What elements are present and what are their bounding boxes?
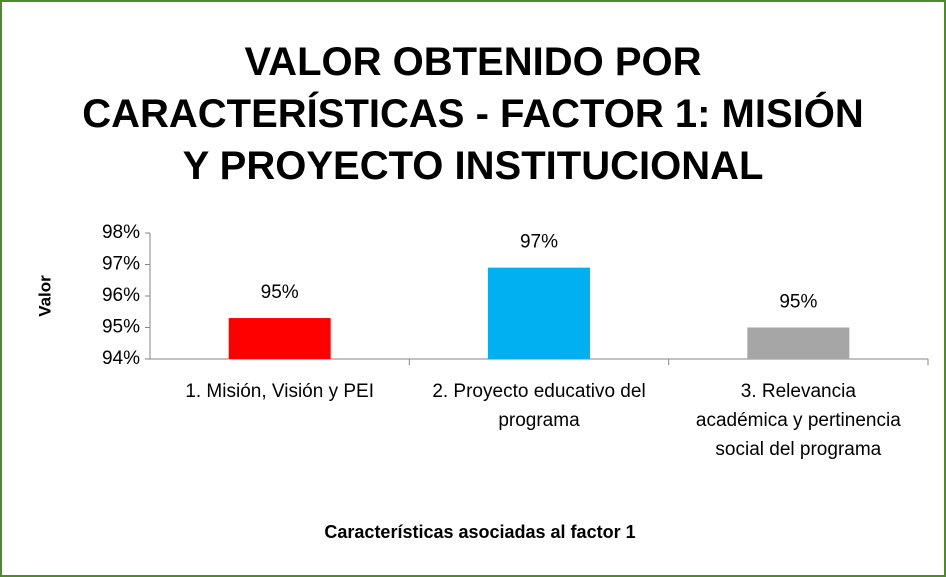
y-tick-label: 95% xyxy=(102,317,140,338)
data-label: 97% xyxy=(520,232,558,253)
y-axis-label: Valor xyxy=(35,275,54,317)
x-tick-label: 1. Misión, Visión y PEI xyxy=(185,381,374,402)
y-tick-label: 97% xyxy=(102,254,140,275)
chart-title: VALOR OBTENIDO POR CARACTERÍSTICAS - FAC… xyxy=(82,40,864,188)
data-label: 95% xyxy=(779,292,817,313)
x-tick-label: 3. Relevancia académica y pertinencia so… xyxy=(695,381,901,460)
y-tick-label: 98% xyxy=(102,222,140,243)
x-axis-label: Características asociadas al factor 1 xyxy=(324,522,636,542)
y-tick-label: 96% xyxy=(102,285,140,306)
bar xyxy=(747,327,850,359)
bar xyxy=(488,267,590,359)
x-tick-label: 2. Proyecto educativo del programa xyxy=(432,381,646,431)
y-tick-label: 94% xyxy=(102,348,140,369)
bar xyxy=(228,318,331,359)
data-label: 95% xyxy=(261,282,299,303)
